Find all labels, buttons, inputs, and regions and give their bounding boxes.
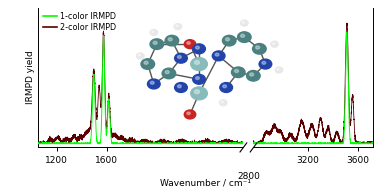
Circle shape bbox=[262, 61, 266, 64]
Circle shape bbox=[175, 53, 187, 63]
Circle shape bbox=[231, 67, 245, 77]
Circle shape bbox=[273, 43, 274, 44]
Circle shape bbox=[175, 83, 187, 92]
Circle shape bbox=[147, 79, 160, 89]
Circle shape bbox=[271, 41, 278, 47]
Circle shape bbox=[150, 29, 158, 35]
Circle shape bbox=[220, 83, 233, 92]
Circle shape bbox=[187, 42, 190, 44]
Circle shape bbox=[250, 73, 254, 76]
Circle shape bbox=[184, 40, 196, 49]
Circle shape bbox=[178, 56, 181, 58]
Circle shape bbox=[150, 39, 164, 49]
Circle shape bbox=[253, 44, 266, 54]
Circle shape bbox=[241, 34, 245, 37]
Circle shape bbox=[222, 35, 236, 46]
Circle shape bbox=[242, 21, 244, 23]
Circle shape bbox=[277, 68, 279, 70]
Circle shape bbox=[191, 58, 207, 70]
Circle shape bbox=[225, 38, 230, 41]
Circle shape bbox=[144, 61, 148, 64]
Circle shape bbox=[178, 85, 181, 88]
Circle shape bbox=[136, 53, 144, 59]
Circle shape bbox=[238, 32, 251, 42]
Circle shape bbox=[150, 81, 154, 84]
Circle shape bbox=[152, 31, 154, 33]
Y-axis label: IRMPD yield: IRMPD yield bbox=[26, 51, 35, 104]
Circle shape bbox=[165, 35, 179, 46]
Circle shape bbox=[162, 68, 176, 79]
Circle shape bbox=[196, 77, 199, 80]
Circle shape bbox=[256, 46, 260, 49]
Circle shape bbox=[247, 70, 260, 81]
Circle shape bbox=[195, 60, 199, 64]
Circle shape bbox=[191, 87, 207, 100]
Circle shape bbox=[219, 100, 227, 106]
Circle shape bbox=[241, 20, 248, 26]
Circle shape bbox=[165, 70, 169, 74]
Circle shape bbox=[168, 38, 172, 41]
Circle shape bbox=[193, 74, 205, 84]
Circle shape bbox=[176, 25, 178, 27]
Circle shape bbox=[234, 69, 239, 73]
Circle shape bbox=[174, 24, 182, 29]
Circle shape bbox=[193, 44, 205, 54]
Circle shape bbox=[195, 90, 199, 94]
Circle shape bbox=[275, 67, 283, 73]
Circle shape bbox=[184, 110, 196, 119]
Circle shape bbox=[259, 59, 272, 69]
Circle shape bbox=[212, 51, 225, 61]
Circle shape bbox=[153, 41, 157, 44]
Circle shape bbox=[223, 85, 227, 88]
Circle shape bbox=[215, 53, 219, 56]
Circle shape bbox=[221, 101, 223, 103]
Legend: 1-color IRMPD, 2-color IRMPD: 1-color IRMPD, 2-color IRMPD bbox=[42, 12, 117, 33]
Circle shape bbox=[141, 59, 155, 69]
Circle shape bbox=[138, 54, 140, 56]
Text: Wavenumber / cm⁻¹: Wavenumber / cm⁻¹ bbox=[160, 178, 251, 187]
Text: 2800: 2800 bbox=[237, 172, 260, 181]
Circle shape bbox=[196, 46, 199, 49]
Circle shape bbox=[187, 112, 190, 115]
